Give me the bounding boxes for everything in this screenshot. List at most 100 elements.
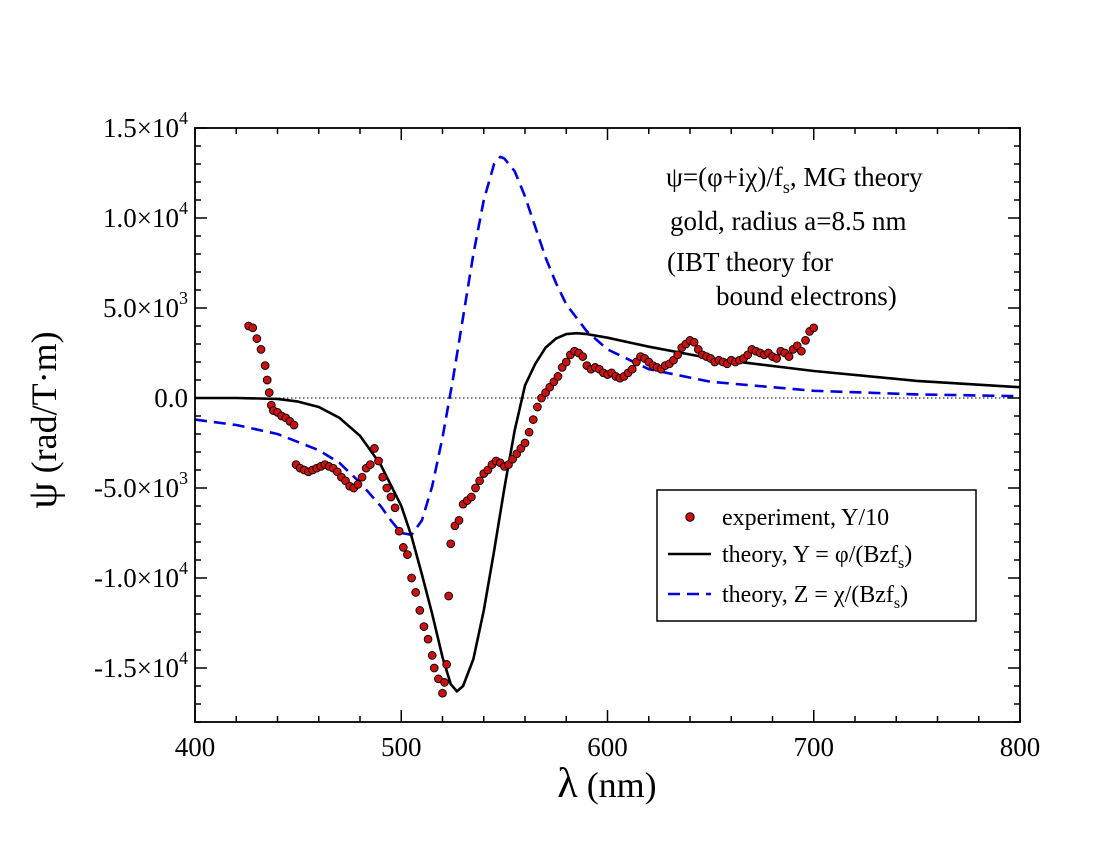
- legend-theory-y-main: theory, Y = φ/(Bzf: [722, 542, 898, 568]
- experiment-point: [673, 350, 682, 360]
- x-axis-title: λ (nm): [557, 761, 656, 807]
- experiment-point: [801, 336, 810, 345]
- y-tick-label: 1.5×104: [103, 108, 188, 143]
- experiment-point: [471, 483, 480, 493]
- annotation-ibt-2: bound electrons): [716, 281, 897, 311]
- x-tick-label: 500: [381, 732, 422, 762]
- y-tick-mantissa: 5.0×10: [103, 293, 179, 323]
- experiment-point: [407, 573, 416, 583]
- x-tick-labels: 400 500 600 700 800: [175, 732, 1041, 762]
- experiment-point: [533, 402, 542, 412]
- y-tick-mantissa: -1.5×10: [94, 653, 179, 683]
- experiment-point: [394, 526, 404, 536]
- legend-theory-y-rest: ): [904, 542, 912, 568]
- experiment-point: [446, 539, 456, 549]
- experiment-point: [353, 480, 363, 489]
- experiment-point: [378, 472, 388, 482]
- experiment-point: [440, 678, 449, 687]
- y-tick-exponent: 4: [179, 558, 188, 578]
- y-tick-mantissa: -1.0×10: [94, 563, 179, 593]
- annotation-formula-rest: , MG theory: [790, 162, 923, 192]
- experiment-point: [427, 651, 437, 660]
- experiment-point: [382, 483, 392, 493]
- y-tick-mantissa: -5.0×10: [94, 473, 179, 503]
- legend: experiment, Y/10 theory, Y = φ/(Bzfs) th…: [656, 489, 977, 622]
- experiment-point: [784, 352, 794, 361]
- legend-box: [656, 489, 977, 622]
- experiment-point: [809, 323, 819, 333]
- y-tick-exponent: 3: [179, 288, 188, 308]
- y-tick-mantissa: 1.5×10: [103, 113, 179, 143]
- experiment-point: [398, 543, 408, 552]
- y-axis-greek: ψ: [20, 482, 66, 508]
- experiment-point: [357, 472, 367, 482]
- series-theory-y-line: [195, 331, 1020, 693]
- experiment-point: [252, 334, 262, 343]
- experiment-point: [442, 660, 451, 669]
- legend-theory-z-rest: ): [900, 582, 908, 608]
- x-tick-label: 400: [175, 732, 216, 762]
- annotation-material: gold, radius a=8.5 nm: [670, 206, 906, 236]
- y-tick-label: -1.5×104: [94, 648, 188, 683]
- legend-theory-y-label: theory, Y = φ/(Bzfs): [722, 542, 912, 572]
- x-tick-label: 700: [794, 732, 835, 762]
- experiment-point: [289, 420, 299, 430]
- annotation-ibt-1: (IBT theory for: [667, 247, 833, 277]
- y-tick-mantissa: 1.0×10: [103, 203, 179, 233]
- experiment-point: [248, 323, 258, 333]
- y-tick-label: -1.0×104: [94, 558, 188, 593]
- experiment-point: [419, 622, 429, 631]
- x-axis-greek: λ: [557, 761, 578, 807]
- experiment-point: [689, 337, 699, 347]
- legend-theory-y-sub: s: [898, 555, 904, 572]
- annotation-formula-main: ψ=(φ+iχ)/f: [666, 162, 783, 192]
- experiment-point: [578, 352, 588, 361]
- experiment-point: [429, 663, 439, 673]
- experiment-point: [374, 456, 383, 466]
- experiment-point: [403, 550, 412, 559]
- y-tick-label: 5.0×103: [103, 288, 188, 323]
- y-tick-exponent: 3: [179, 468, 188, 488]
- experiment-point: [475, 476, 484, 486]
- axis-ticks: [194, 127, 1021, 723]
- legend-experiment-label: experiment, Y/10: [722, 505, 889, 531]
- y-tick-labels: 1.5×1041.0×1045.0×1030.0-5.0×103-1.0×104…: [94, 108, 188, 683]
- y-tick-label: -5.0×103: [94, 468, 188, 503]
- y-tick-exponent: 4: [179, 648, 188, 668]
- legend-theory-z-main: theory, Z = χ/(Bzf: [722, 582, 894, 608]
- experiment-point: [415, 606, 425, 615]
- experiment-point: [561, 357, 571, 367]
- experiment-point: [256, 345, 266, 354]
- x-axis-title-text: (nm): [578, 765, 657, 805]
- experiment-point: [438, 688, 447, 698]
- series-theory-z-line: [195, 155, 1020, 537]
- experiment-point: [520, 438, 530, 448]
- y-tick-label: 1.0×104: [103, 198, 188, 233]
- y-tick-mantissa: 0.0: [154, 383, 188, 413]
- experiment-point: [797, 346, 806, 356]
- legend-theory-z-sub: s: [894, 595, 900, 612]
- experiment-point: [553, 372, 563, 381]
- y-tick-exponent: 4: [179, 198, 188, 218]
- experiment-point: [262, 375, 272, 385]
- experiment-point: [411, 588, 421, 597]
- annotation-formula-sub: s: [783, 177, 790, 197]
- experiment-point: [365, 460, 375, 469]
- y-axis-title: ψ (rad/T·m): [20, 331, 66, 508]
- experiment-point: [423, 634, 433, 644]
- experiment-point: [370, 444, 379, 453]
- y-tick-label: 0.0: [154, 383, 188, 413]
- plot-series-layer: [195, 155, 1020, 698]
- experiment-point: [528, 415, 538, 424]
- experiment-point: [260, 361, 270, 370]
- legend-theory-z-label: theory, Z = χ/(Bzfs): [722, 582, 908, 612]
- experiment-point: [454, 516, 464, 525]
- annotation-formula: ψ=(φ+iχ)/fs, MG theory: [666, 162, 923, 197]
- annotation-block: ψ=(φ+iχ)/fs, MG theory gold, radius a=8.…: [666, 162, 923, 311]
- legend-experiment-marker: [685, 512, 695, 522]
- x-tick-label: 800: [1000, 732, 1041, 762]
- experiment-point: [444, 591, 454, 601]
- y-axis-title-text: (rad/T·m): [24, 331, 64, 482]
- experiment-point: [524, 427, 534, 437]
